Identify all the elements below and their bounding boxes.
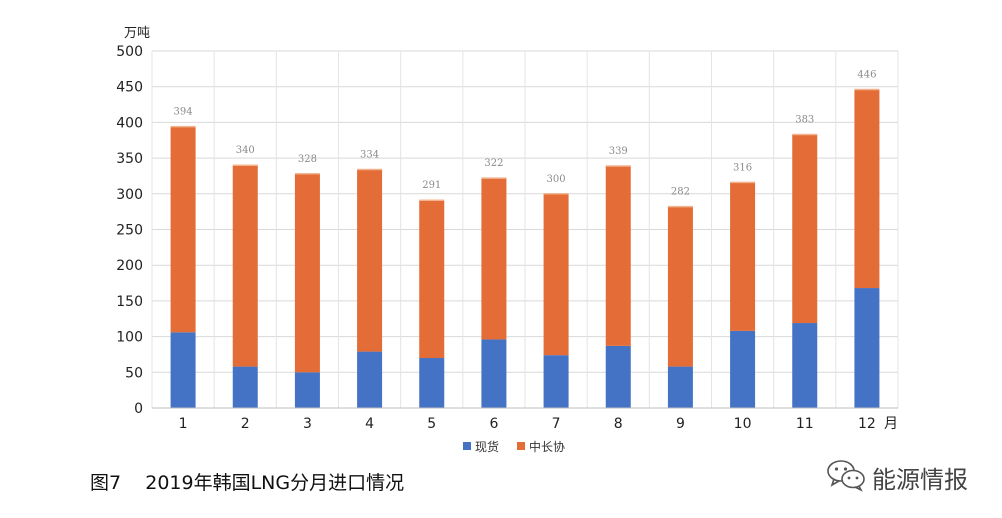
y-tick-label: 250	[116, 223, 143, 239]
labels: 0501001502002503003504004505003941340232…	[116, 44, 876, 432]
legend-label-spot: 现货	[475, 439, 499, 454]
bar-spot	[792, 323, 818, 408]
y-tick-label: 200	[116, 258, 143, 274]
bar-spot	[730, 330, 756, 408]
legend: 现货 中长协	[463, 439, 565, 454]
bar-spot	[854, 288, 880, 408]
bar-total-label: 394	[174, 107, 193, 118]
x-axis-unit: 月	[884, 416, 898, 432]
y-tick-label: 50	[125, 365, 143, 381]
x-tick-label: 6	[489, 416, 498, 432]
bar-total-label: 282	[671, 187, 690, 198]
y-axis-unit: 万吨	[124, 26, 150, 41]
bar-contract	[854, 89, 880, 289]
bar-spot	[170, 332, 196, 408]
x-tick-label: 4	[365, 416, 374, 432]
bar-total-label: 300	[547, 174, 566, 185]
bar-total-label: 291	[422, 180, 441, 191]
grid	[151, 50, 899, 408]
legend-label-contract: 中长协	[529, 439, 565, 454]
bar-total-label: 340	[236, 145, 255, 156]
bar-spot	[605, 345, 631, 408]
x-tick-label: 2	[241, 416, 250, 432]
wechat-account-name: 能源情报	[872, 465, 968, 494]
bar-spot	[357, 351, 383, 408]
x-tick-label: 9	[676, 416, 685, 432]
x-tick-label: 11	[796, 416, 814, 432]
legend-swatch-contract	[517, 442, 525, 450]
bar-spot	[667, 366, 693, 408]
bar-spot	[294, 372, 320, 408]
x-tick-label: 7	[552, 416, 561, 432]
bar-contract	[667, 206, 693, 367]
bar-total-label: 334	[360, 150, 379, 161]
bar-total-label: 322	[484, 158, 503, 169]
bar-total-label: 383	[795, 115, 814, 126]
bar-spot	[481, 339, 507, 408]
bars	[170, 88, 880, 408]
bar-spot	[232, 366, 258, 408]
y-tick-label: 100	[116, 330, 143, 346]
bar-contract	[481, 178, 507, 340]
bar-contract	[792, 134, 818, 324]
bar-contract	[419, 200, 445, 359]
figure-caption: 图7 2019年韩国LNG分月进口情况	[90, 472, 405, 494]
legend-swatch-spot	[463, 442, 471, 450]
bar-spot	[419, 358, 445, 408]
y-tick-label: 500	[116, 44, 143, 60]
bar-contract	[232, 165, 258, 367]
x-tick-label: 12	[858, 416, 876, 432]
bar-contract	[730, 182, 756, 331]
bar-contract	[357, 169, 383, 352]
bar-total-label: 446	[857, 70, 876, 81]
wechat-watermark: 能源情报	[826, 458, 968, 496]
x-tick-label: 8	[614, 416, 623, 432]
bar-total-label: 339	[609, 146, 628, 157]
bar-spot	[543, 355, 569, 408]
y-tick-label: 0	[134, 401, 143, 417]
bar-contract	[543, 193, 569, 356]
bar-total-label: 316	[733, 162, 752, 173]
y-tick-label: 350	[116, 151, 143, 167]
bar-contract	[294, 173, 320, 373]
y-tick-label: 400	[116, 115, 143, 131]
bar-contract	[605, 165, 631, 346]
y-tick-label: 450	[116, 80, 143, 96]
x-tick-label: 3	[303, 416, 312, 432]
bar-total-label: 328	[298, 154, 317, 165]
y-tick-label: 300	[116, 187, 143, 203]
wechat-icon	[826, 458, 866, 496]
x-tick-label: 5	[427, 416, 436, 432]
y-tick-label: 150	[116, 294, 143, 310]
x-tick-label: 10	[734, 416, 752, 432]
x-tick-label: 1	[179, 416, 188, 432]
bar-contract	[170, 126, 196, 333]
